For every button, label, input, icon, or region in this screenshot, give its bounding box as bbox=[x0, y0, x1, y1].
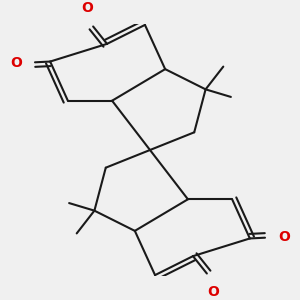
Text: O: O bbox=[81, 2, 93, 16]
Text: O: O bbox=[278, 230, 290, 244]
Text: O: O bbox=[10, 56, 22, 70]
Text: O: O bbox=[207, 284, 219, 298]
